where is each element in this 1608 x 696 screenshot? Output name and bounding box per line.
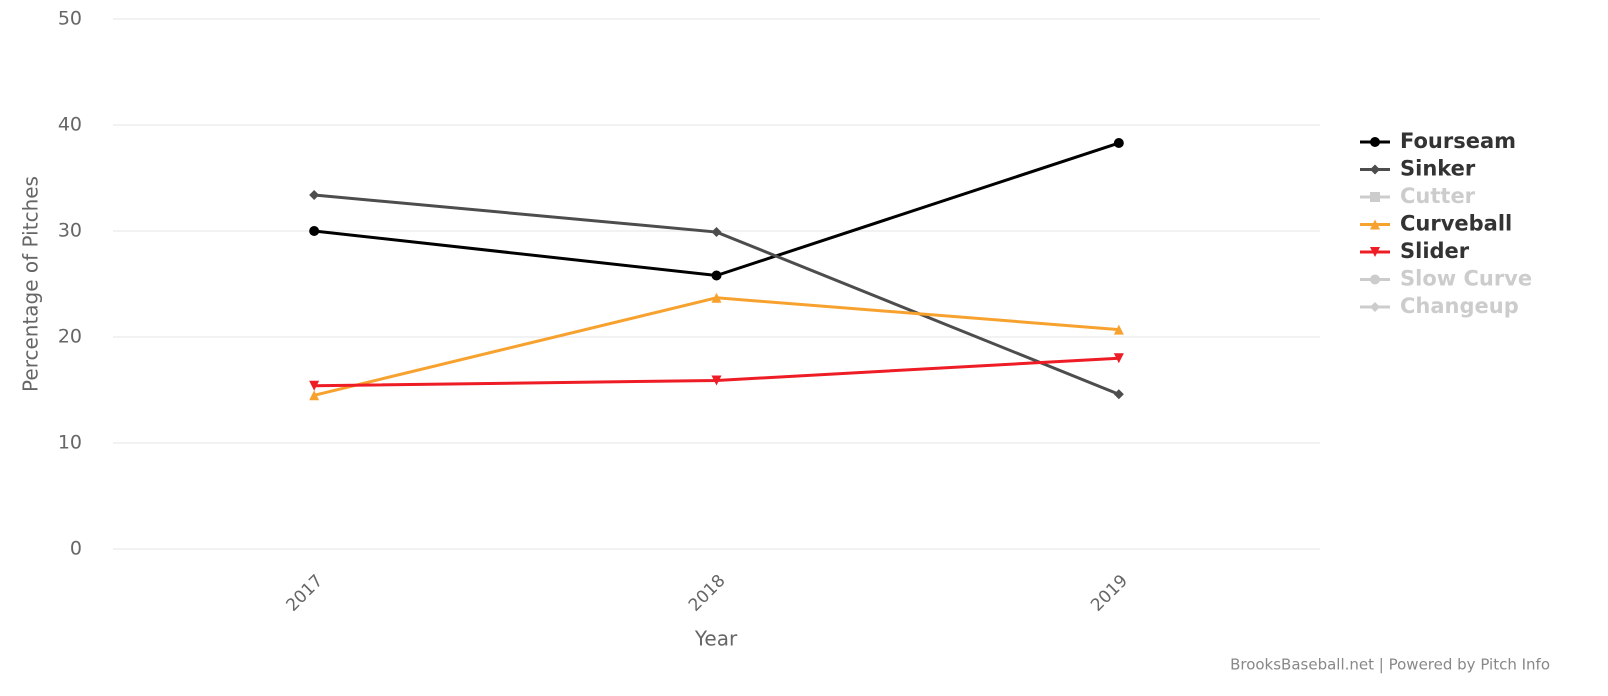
marker xyxy=(1113,389,1124,400)
series-line xyxy=(314,141,1120,278)
legend-item[interactable]: Slow Curve xyxy=(1360,267,1532,291)
marker xyxy=(1370,219,1380,230)
marker xyxy=(309,189,320,200)
y-tick-label: 50 xyxy=(58,8,82,30)
marker xyxy=(711,375,722,386)
x-tick-label: 2017 xyxy=(283,571,328,616)
x-tick-label: 2019 xyxy=(1087,571,1132,616)
marker xyxy=(711,227,722,238)
legend-label: Curveball xyxy=(1400,212,1512,236)
marker xyxy=(711,270,722,281)
y-tick-label: 30 xyxy=(58,220,82,242)
y-tick-label: 10 xyxy=(58,432,82,454)
marker xyxy=(1113,324,1124,335)
y-tick-label: 40 xyxy=(58,114,82,136)
marker xyxy=(1370,164,1380,175)
marker xyxy=(1113,353,1124,364)
y-axis-label: Percentage of Pitches xyxy=(19,176,43,392)
marker xyxy=(1113,138,1124,149)
legend-item[interactable]: Fourseam xyxy=(1360,129,1516,153)
legend-label: Fourseam xyxy=(1400,129,1516,153)
legend-label: Slider xyxy=(1400,239,1470,263)
marker xyxy=(711,292,722,303)
marker xyxy=(1370,137,1380,147)
marker xyxy=(1370,274,1380,285)
legend-item[interactable]: Cutter xyxy=(1360,184,1476,208)
marker xyxy=(1370,302,1380,312)
legend-label: Slow Curve xyxy=(1400,267,1532,291)
x-tick-label: 2018 xyxy=(685,571,730,616)
y-tick-label: 0 xyxy=(70,538,82,560)
y-tick-label: 20 xyxy=(58,326,82,348)
legend-item[interactable]: Curveball xyxy=(1360,212,1512,236)
x-axis-label: Year xyxy=(694,627,738,651)
marker xyxy=(309,380,320,391)
legend-label: Changeup xyxy=(1400,294,1519,318)
marker xyxy=(1370,247,1380,257)
legend-label: Sinker xyxy=(1400,157,1476,181)
legend-label: Cutter xyxy=(1400,184,1476,208)
marker xyxy=(1370,192,1380,202)
marker xyxy=(309,390,320,401)
marker xyxy=(309,226,320,236)
credits: BrooksBaseball.net | Powered by Pitch In… xyxy=(1230,656,1550,674)
legend-item[interactable]: Slider xyxy=(1360,239,1470,263)
legend-item[interactable]: Sinker xyxy=(1360,157,1476,181)
legend-item[interactable]: Changeup xyxy=(1360,294,1519,318)
